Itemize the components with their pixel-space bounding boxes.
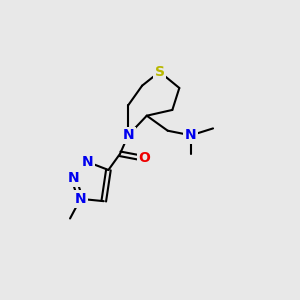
Text: N: N: [82, 155, 93, 169]
Text: N: N: [68, 171, 79, 185]
Text: S: S: [154, 65, 165, 79]
Text: N: N: [75, 192, 86, 206]
Text: O: O: [139, 152, 150, 165]
Text: N: N: [185, 128, 197, 142]
Text: N: N: [122, 128, 134, 142]
